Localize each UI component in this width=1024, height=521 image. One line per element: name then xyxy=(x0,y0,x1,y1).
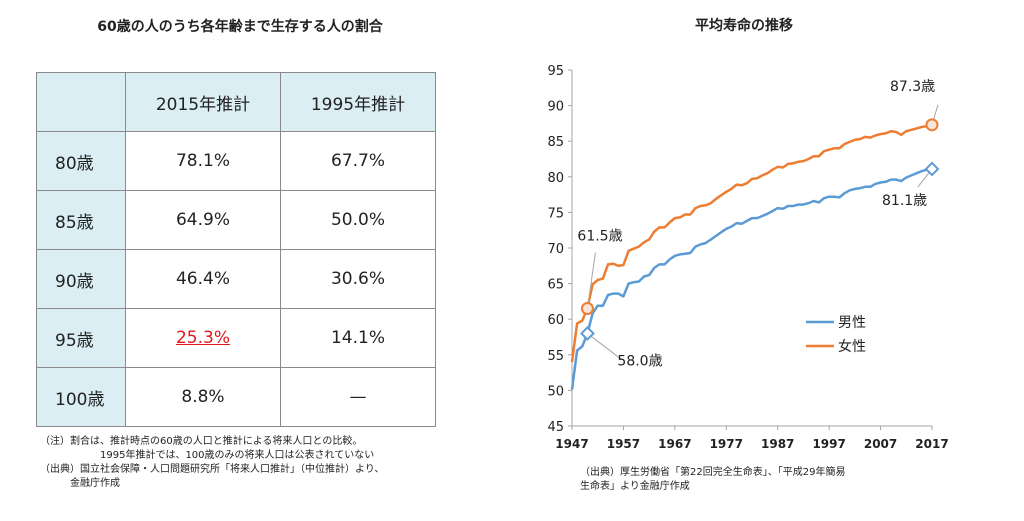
note-line: 1995年推計では、100歳のみの将来人口は公表されていない xyxy=(100,450,375,461)
cell-1995: — xyxy=(280,367,436,427)
cell-2015: 46.4% xyxy=(125,249,281,309)
annotation-leader xyxy=(586,252,596,309)
annotation-marker xyxy=(924,161,940,177)
cell-1995: 67.7% xyxy=(280,131,436,191)
cell-2015: 78.1% xyxy=(125,131,281,191)
legend-label: 女性 xyxy=(838,338,866,355)
chart-title: 平均寿命の推移 xyxy=(695,17,793,34)
row-age: 90歳 xyxy=(36,249,126,309)
y-tick-label: 65 xyxy=(547,278,564,293)
row-age: 85歳 xyxy=(36,190,126,250)
highlighted-value: 25.3% xyxy=(175,328,230,348)
y-tick-label: 80 xyxy=(547,171,564,186)
note-line: （出典）国立社会保障・人口問題研究所「将来人口推計」（中位推計）より、 xyxy=(40,464,385,475)
annotation-marker xyxy=(925,118,939,132)
cell-1995: 14.1% xyxy=(280,308,436,368)
y-tick-label: 45 xyxy=(547,420,564,435)
annotation-label: 87.3歳 xyxy=(890,79,935,95)
cell-1995: 50.0% xyxy=(280,190,436,250)
series-line xyxy=(570,123,933,363)
y-tick-label: 85 xyxy=(547,135,564,150)
table-row: 100歳 8.8% — xyxy=(36,367,436,427)
table-row: 85歳 64.9% 50.0% xyxy=(36,190,436,250)
x-tick-label: 1957 xyxy=(607,437,640,451)
note-line: 金融庁作成 xyxy=(70,478,120,489)
table-header-row: 2015年推計 1995年推計 xyxy=(36,72,436,132)
x-tick-label: 2017 xyxy=(915,437,948,451)
y-tick-label: 95 xyxy=(547,64,564,79)
y-tick-label: 50 xyxy=(547,384,564,399)
source-line: 生命表」より金融庁作成 xyxy=(580,481,690,492)
row-age: 95歳 xyxy=(36,308,126,368)
annotation-marker xyxy=(580,302,594,316)
y-tick-label: 55 xyxy=(547,349,564,364)
survival-rate-table: 2015年推計 1995年推計 80歳 78.1% 67.7% 85歳 64.9… xyxy=(36,72,436,427)
source-line: （出典）厚生労働省「第22回完全生命表」、「平成29年簡易 xyxy=(580,467,846,478)
cell-1995: 30.6% xyxy=(280,249,436,309)
x-tick-label: 2007 xyxy=(864,437,897,451)
chart-source: （出典）厚生労働省「第22回完全生命表」、「平成29年簡易 生命表」より金融庁作… xyxy=(580,466,845,494)
series-line xyxy=(570,167,933,390)
table-row: 80歳 78.1% 67.7% xyxy=(36,131,436,191)
note-line: （注）割合は、推計時点の60歳の人口と推計による将来人口との比較。 xyxy=(40,436,363,447)
legend-label: 男性 xyxy=(838,315,866,331)
table-notes: （注）割合は、推計時点の60歳の人口と推計による将来人口との比較。 1995年推… xyxy=(40,435,384,491)
annotation-label: 81.1歳 xyxy=(882,193,927,209)
y-tick-label: 75 xyxy=(547,206,564,221)
x-tick-label: 1967 xyxy=(658,437,691,451)
row-age: 100歳 xyxy=(36,367,126,427)
x-tick-label: 1977 xyxy=(710,437,743,451)
x-tick-label: 1947 xyxy=(555,437,588,451)
table-row: 95歳 25.3% 14.1% xyxy=(36,308,436,368)
y-tick-label: 70 xyxy=(547,242,564,257)
annotation-label: 58.0歳 xyxy=(617,353,662,369)
table-title: 60歳の人のうち各年齢まで生存する人の割合 xyxy=(97,19,383,35)
annotation-marker xyxy=(580,326,595,341)
annotation-leader xyxy=(587,333,622,360)
cell-2015: 8.8% xyxy=(125,367,281,427)
annotation-label: 61.5歳 xyxy=(577,229,622,245)
x-tick-label: 1987 xyxy=(761,437,794,451)
chart-series: 58.0歳 81.1歳 61.5歳 87.3歳 xyxy=(570,79,940,390)
cell-2015: 64.9% xyxy=(125,190,281,250)
y-tick-label: 90 xyxy=(547,100,564,115)
x-tick-label: 1997 xyxy=(812,437,845,451)
chart-axes: 45 50 55 60 65 70 75 80 85 90 95 1947 1957 1967 1977 19… xyxy=(547,64,948,451)
cell-2015-highlight: 25.3% xyxy=(125,308,281,368)
table-row: 90歳 46.4% 30.6% xyxy=(36,249,436,309)
y-tick-label: 60 xyxy=(547,313,564,328)
